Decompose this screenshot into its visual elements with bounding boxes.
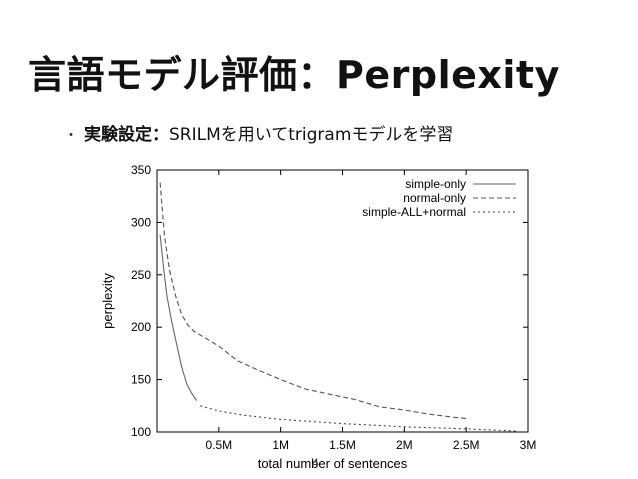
y-tick-label: 250 [131, 268, 151, 282]
bullet-marker: ・ [64, 128, 78, 144]
legend-label: normal-only [403, 191, 466, 205]
bullet-text: SRILMを用いてtrigramモデルを学習 [169, 125, 454, 145]
experiment-bullet: ・実験設定：SRILMを用いてtrigramモデルを学習 [64, 120, 453, 145]
page-number: 4 [312, 456, 319, 470]
slide-title: 言語モデル評価：Perplexity [28, 53, 560, 97]
x-tick-label: 3M [520, 438, 537, 452]
series-line-simple-all-normal [200, 405, 516, 432]
series-line-normal-only [159, 182, 467, 419]
y-axis-label: perplexity [100, 273, 115, 329]
x-tick-label: 2M [396, 438, 413, 452]
y-tick-label: 150 [131, 373, 151, 387]
x-axis-label: total number of sentences [258, 456, 408, 471]
plot-frame [156, 169, 529, 433]
legend-label: simple-ALL+normal [362, 205, 466, 219]
x-tick-label: 1M [272, 438, 289, 452]
x-tick-label: 0.5M [205, 438, 232, 452]
legend-label: simple-only [405, 177, 466, 191]
x-tick-label: 1.5M [329, 438, 356, 452]
y-tick-label: 100 [131, 425, 151, 439]
y-tick-label: 350 [131, 163, 151, 177]
y-tick-label: 200 [131, 320, 151, 334]
x-tick-label: 2.5M [453, 438, 480, 452]
bullet-label: 実験設定： [84, 125, 169, 145]
series-line-simple-only [159, 234, 198, 401]
y-tick-label: 300 [131, 215, 151, 229]
